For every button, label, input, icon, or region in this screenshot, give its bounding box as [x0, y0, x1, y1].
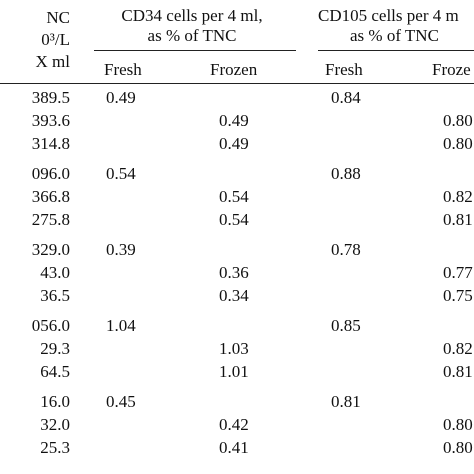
cd105-fresh-cell: 0.81	[331, 392, 361, 411]
tnc-cell: 25.3	[40, 438, 70, 457]
cd34-fresh-cell: 1.04	[106, 316, 136, 335]
tnc-cell: 393.6	[31, 111, 70, 130]
cd105-frozen-cell: 0.80	[443, 134, 473, 153]
cd34-fresh-cell: 0.49	[106, 88, 136, 107]
cd105-frozen-cell: 0.77	[443, 263, 473, 282]
tnc-cell: 366.8	[31, 187, 70, 206]
cd105-group-rule	[318, 50, 474, 51]
cd34-frozen-cell: 0.41	[219, 438, 249, 457]
cd34-frozen-cell: 0.34	[219, 286, 249, 305]
tnc-cell: 329.0	[31, 240, 70, 259]
cd34-frozen-cell: 0.42	[219, 415, 249, 434]
cd105-header-line1: CD105 cells per 4 m	[318, 6, 459, 25]
cd34-header-line2: as % of TNC	[147, 26, 237, 45]
cd34-fresh-cell: 0.54	[106, 164, 136, 183]
cd34-fresh-cell: 0.39	[106, 240, 136, 259]
tnc-header-line2: 0³/L	[41, 30, 70, 49]
cd34-frozen-cell: 0.54	[219, 187, 249, 206]
cd105-fresh-cell: 0.78	[331, 240, 361, 259]
cd34-group-rule	[94, 50, 296, 51]
cd105-frozen-cell: 0.82	[443, 187, 473, 206]
tnc-cell: 29.3	[40, 339, 70, 358]
cd105-frozen-cell: 0.80	[443, 111, 473, 130]
cd105-frozen-cell: 0.82	[443, 339, 473, 358]
cd34-frozen-cell: 1.01	[219, 362, 249, 381]
tnc-cell: 096.0	[31, 164, 70, 183]
cd105-frozen-subheader: Froze	[432, 60, 471, 79]
cd105-fresh-cell: 0.88	[331, 164, 361, 183]
cd34-frozen-cell: 0.49	[219, 111, 249, 130]
cd34-frozen-cell: 1.03	[219, 339, 249, 358]
tnc-cell: 43.0	[40, 263, 70, 282]
cd34-fresh-subheader: Fresh	[104, 60, 142, 79]
cd105-fresh-subheader: Fresh	[325, 60, 363, 79]
tnc-cell: 36.5	[40, 286, 70, 305]
cd105-frozen-cell: 0.81	[443, 362, 473, 381]
tnc-cell: 389.5	[31, 88, 70, 107]
cd34-frozen-subheader: Frozen	[210, 60, 258, 79]
cd105-fresh-cell: 0.85	[331, 316, 361, 335]
cd105-fresh-cell: 0.84	[331, 88, 361, 107]
cd105-frozen-cell: 0.80	[443, 415, 473, 434]
tnc-header-line1: NC	[46, 8, 70, 27]
tnc-cell: 056.0	[31, 316, 70, 335]
cd105-header-line2: as % of TNC	[350, 26, 439, 45]
cd105-frozen-cell: 0.81	[443, 210, 473, 229]
cd105-frozen-cell: 0.80	[443, 438, 473, 457]
tnc-cell: 32.0	[40, 415, 70, 434]
tnc-cell: 16.0	[40, 392, 70, 411]
tnc-cell: 64.5	[40, 362, 70, 381]
cd34-header-line1: CD34 cells per 4 ml,	[121, 6, 263, 25]
cd34-frozen-cell: 0.49	[219, 134, 249, 153]
header-bottom-rule	[0, 83, 474, 84]
cd34-frozen-cell: 0.54	[219, 210, 249, 229]
cd105-frozen-cell: 0.75	[443, 286, 473, 305]
cd34-frozen-cell: 0.36	[219, 263, 249, 282]
tnc-header-line3: X ml	[35, 52, 70, 71]
tnc-cell: 314.8	[31, 134, 70, 153]
cd34-fresh-cell: 0.45	[106, 392, 136, 411]
tnc-cell: 275.8	[31, 210, 70, 229]
